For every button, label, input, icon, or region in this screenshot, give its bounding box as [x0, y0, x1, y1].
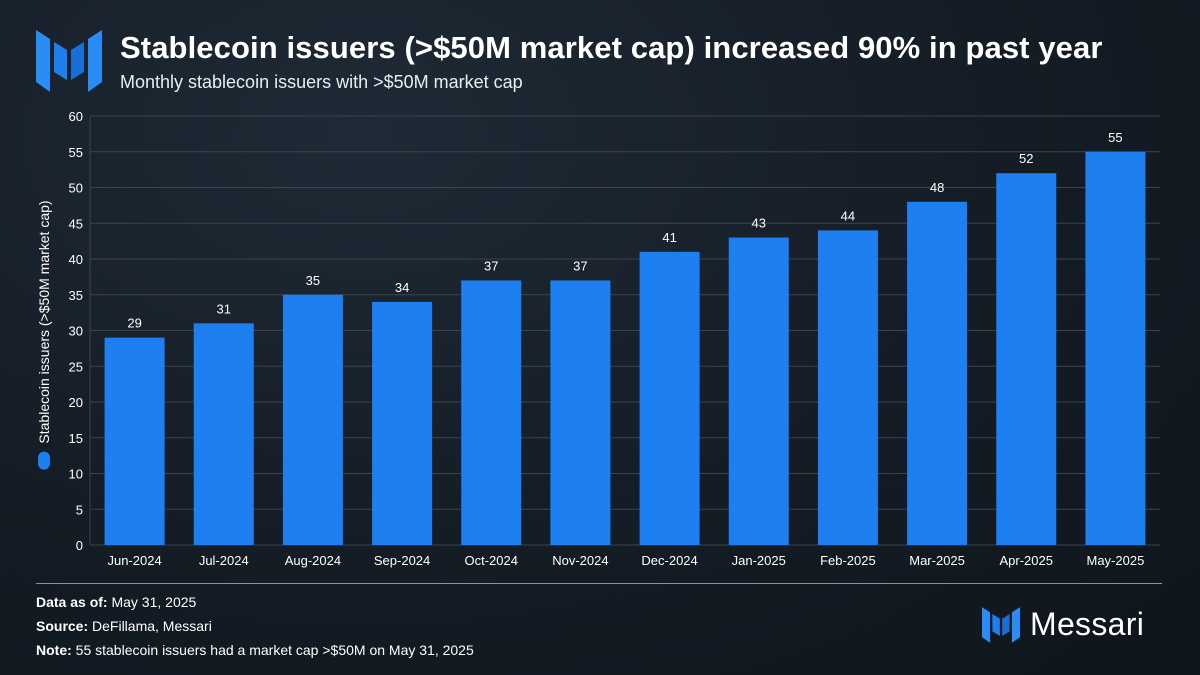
bar-jan-2025 [728, 237, 789, 546]
bars [104, 151, 1146, 546]
data-labels: 29 31 35 34 37 37 41 43 44 48 52 55 [127, 130, 1122, 331]
bar-nov-2024 [550, 280, 611, 545]
y-tick-label: 40 [69, 252, 83, 267]
y-tick-label: 10 [69, 467, 83, 482]
data-label: 29 [127, 316, 141, 331]
data-as-of-value: May 31, 2025 [111, 594, 197, 610]
footer-data-as-of: Data as of: May 31, 2025 [36, 594, 196, 610]
x-tick-labels: Jun-2024 Jul-2024 Aug-2024 Sep-2024 Oct-2024… [107, 553, 1144, 568]
messari-logo-icon [36, 30, 102, 92]
data-label: 31 [217, 301, 231, 316]
data-label: 52 [1019, 151, 1033, 166]
bar-jun-2024 [104, 337, 165, 545]
bar-chart: 0 5 10 15 20 25 30 35 40 45 50 55 60 29 31 35 34 37 37 41 4… [69, 109, 1160, 568]
chart-subtitle: Monthly stablecoin issuers with >$50M ma… [120, 72, 523, 92]
data-label: 48 [930, 180, 944, 195]
source-value: DeFillama, Messari [92, 618, 212, 634]
y-tick-label: 25 [69, 359, 83, 374]
x-tick-label: Jun-2024 [107, 553, 161, 568]
bar-sep-2024 [372, 301, 433, 545]
bar-aug-2024 [282, 294, 343, 545]
y-tick-label: 15 [69, 431, 83, 446]
data-label: 34 [395, 280, 409, 295]
bar-oct-2024 [461, 280, 522, 545]
bar-may-2025 [1085, 151, 1146, 545]
y-tick-label: 55 [69, 145, 83, 160]
data-label: 35 [306, 273, 320, 288]
y-tick-label: 5 [76, 502, 83, 517]
data-label: 37 [484, 258, 498, 273]
brand-name: Messari [1030, 606, 1145, 642]
data-label: 37 [573, 258, 587, 273]
x-tick-label: Nov-2024 [552, 553, 608, 568]
y-tick-label: 35 [69, 288, 83, 303]
x-tick-label: Apr-2025 [1000, 553, 1053, 568]
y-tick-label: 50 [69, 181, 83, 196]
note-label: Note: [36, 642, 72, 658]
x-tick-label: Aug-2024 [285, 553, 341, 568]
brand-logo: Messari [982, 606, 1144, 643]
chart-title: Stablecoin issuers (>$50M market cap) in… [120, 30, 1103, 65]
data-label: 41 [662, 230, 676, 245]
source-label: Source: [36, 618, 89, 634]
x-tick-label: Dec-2024 [641, 553, 697, 568]
y-tick-label: 0 [76, 538, 83, 553]
messari-mark-icon [982, 606, 1020, 643]
x-tick-label: Mar-2025 [909, 553, 965, 568]
x-tick-label: Jan-2025 [732, 553, 786, 568]
x-tick-label: May-2025 [1087, 553, 1145, 568]
bar-jul-2024 [193, 323, 254, 545]
x-tick-label: Jul-2024 [199, 553, 249, 568]
data-label: 43 [752, 216, 766, 231]
bar-dec-2024 [639, 251, 700, 545]
x-tick-label: Feb-2025 [820, 553, 876, 568]
note-value: 55 stablecoin issuers had a market cap >… [75, 642, 474, 658]
bar-apr-2025 [996, 173, 1057, 545]
y-tick-label: 20 [69, 395, 83, 410]
y-tick-label: 60 [69, 109, 83, 124]
y-tick-label: 45 [69, 216, 83, 231]
y-tick-labels: 0 5 10 15 20 25 30 35 40 45 50 55 60 [69, 109, 83, 553]
footer-note: Note: 55 stablecoin issuers had a market… [36, 642, 474, 658]
y-tick-label: 30 [69, 324, 83, 339]
data-as-of-label: Data as of: [36, 594, 108, 610]
x-tick-label: Sep-2024 [374, 553, 430, 568]
grid-layer [89, 115, 1160, 546]
bar-feb-2025 [817, 230, 878, 545]
bar-mar-2025 [907, 201, 968, 546]
x-tick-label: Oct-2024 [465, 553, 518, 568]
footer-source: Source: DeFillama, Messari [36, 618, 212, 634]
footer-divider [36, 583, 1162, 584]
data-label: 55 [1108, 130, 1122, 145]
data-label: 44 [841, 208, 855, 223]
